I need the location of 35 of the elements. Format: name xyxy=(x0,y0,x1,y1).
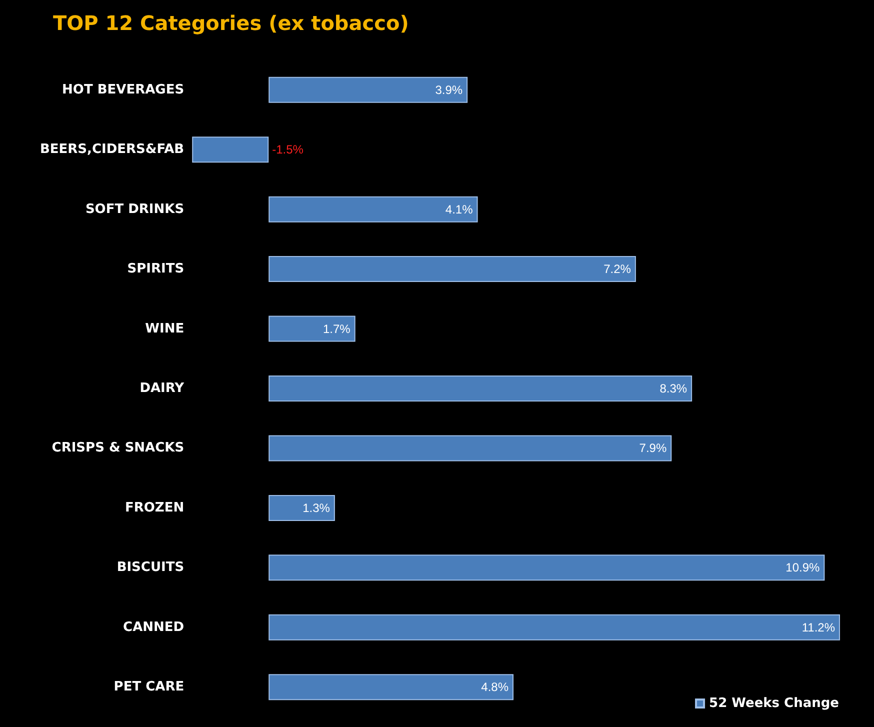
bar xyxy=(268,196,478,222)
legend-label: 52 Weeks Change xyxy=(709,696,840,711)
bar xyxy=(268,554,825,581)
data-label: -1.5% xyxy=(272,142,304,157)
bar xyxy=(268,76,468,103)
bar xyxy=(268,674,514,700)
y-tick-label: PET CARE xyxy=(114,680,184,695)
y-tick-label: HOT BEVERAGES xyxy=(62,82,184,98)
data-label: 3.9% xyxy=(435,82,463,97)
chart-title: TOP 12 Categories (ex tobacco) xyxy=(53,11,409,35)
y-tick-label: CRISPS & SNACKS xyxy=(52,440,184,456)
data-label: 10.9% xyxy=(786,560,820,575)
y-tick-label: SOFT DRINKS xyxy=(85,202,184,217)
y-tick-label: DAIRY xyxy=(140,381,185,396)
data-label: 7.2% xyxy=(604,262,632,276)
y-tick-label: BEERS,CIDERS&FAB xyxy=(40,142,184,158)
bar xyxy=(268,614,840,640)
y-tick-label: BISCUITS xyxy=(116,560,184,576)
data-label: 1.7% xyxy=(322,322,351,336)
data-label: 11.2% xyxy=(802,620,836,634)
y-tick-label: FROZEN xyxy=(124,500,184,516)
data-label: 8.3% xyxy=(660,382,688,396)
data-label: 4.8% xyxy=(481,680,509,694)
bar xyxy=(268,435,672,462)
data-label: 7.9% xyxy=(639,441,667,456)
y-tick-label: WINE xyxy=(145,321,184,336)
data-label: 4.1% xyxy=(445,202,474,216)
bar xyxy=(268,376,692,402)
y-tick-label: SPIRITS xyxy=(127,262,184,277)
y-tick-label: CANNED xyxy=(123,620,184,635)
bar xyxy=(268,494,335,521)
data-label: 1.3% xyxy=(302,500,330,515)
bar xyxy=(192,136,269,163)
bar xyxy=(268,256,636,282)
bar xyxy=(268,316,356,342)
